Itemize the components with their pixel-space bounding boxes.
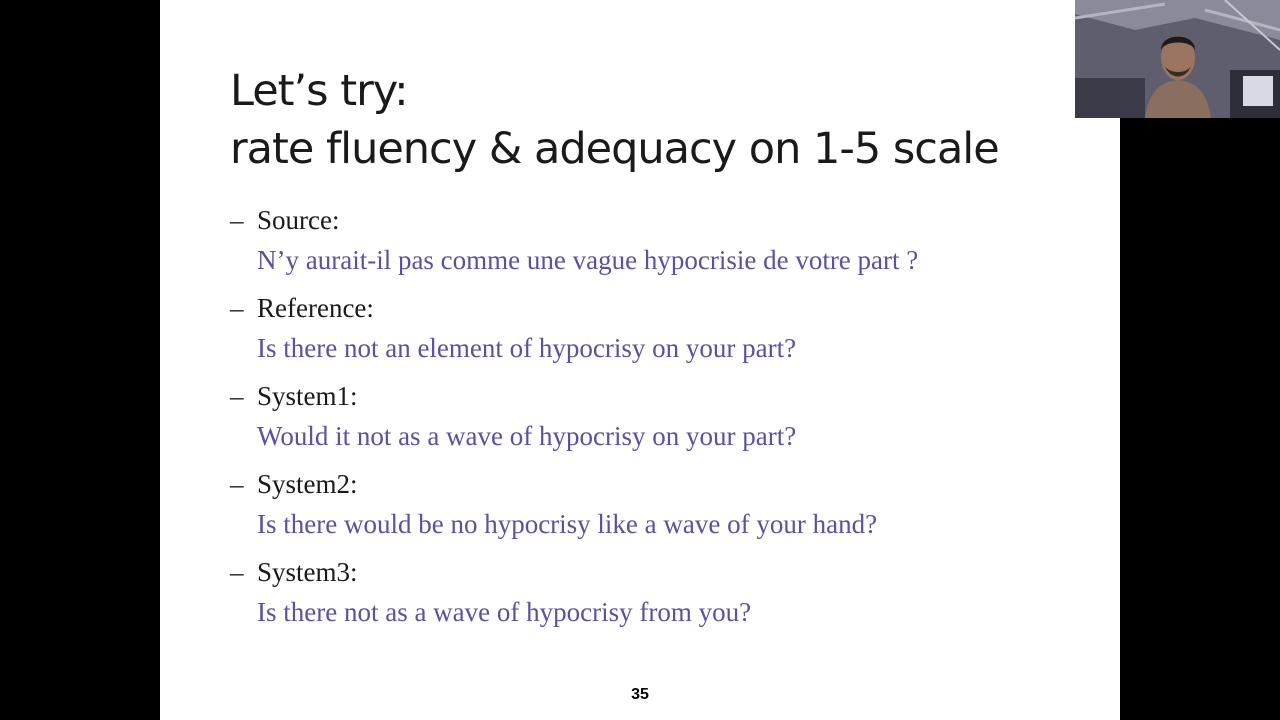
bullet-item-system1: – System1: Would it not as a wave of hyp… (230, 378, 918, 454)
bullet-label: System1: (257, 381, 358, 411)
slide-title: Let’s try: rate fluency & adequacy on 1-… (230, 62, 1000, 178)
bullet-label: System3: (257, 557, 358, 587)
slide-page-number: 35 (631, 686, 649, 703)
presenter-video-icon (1075, 0, 1280, 118)
bullet-dash: – (230, 557, 244, 587)
bullet-text: Would it not as a wave of hypocrisy on y… (257, 421, 797, 451)
bullet-text: Is there not as a wave of hypocrisy from… (257, 597, 752, 627)
bullet-dash: – (230, 381, 244, 411)
bullet-list: – Source: N’y aurait-il pas comme une va… (230, 202, 918, 642)
bullet-dash: – (230, 469, 244, 499)
bullet-text: N’y aurait-il pas comme une vague hypocr… (257, 245, 919, 275)
bullet-item-system2: – System2: Is there would be no hypocris… (230, 466, 918, 542)
bullet-dash: – (230, 293, 244, 323)
slide: Let’s try: rate fluency & adequacy on 1-… (160, 0, 1120, 720)
bullet-text: Is there not an element of hypocrisy on … (257, 333, 797, 363)
bullet-item-reference: – Reference: Is there not an element of … (230, 290, 918, 366)
bullet-label: Reference: (257, 293, 374, 323)
slide-title-line-2: rate fluency & adequacy on 1-5 scale (230, 124, 1000, 174)
bullet-dash: – (230, 205, 244, 235)
presenter-webcam (1075, 0, 1280, 118)
bullet-text: Is there would be no hypocrisy like a wa… (257, 509, 878, 539)
bullet-item-system3: – System3: Is there not as a wave of hyp… (230, 554, 918, 630)
bullet-label: Source: (257, 205, 340, 235)
bullet-item-source: – Source: N’y aurait-il pas comme une va… (230, 202, 918, 278)
slide-title-line-1: Let’s try: (230, 66, 409, 116)
bullet-label: System2: (257, 469, 358, 499)
